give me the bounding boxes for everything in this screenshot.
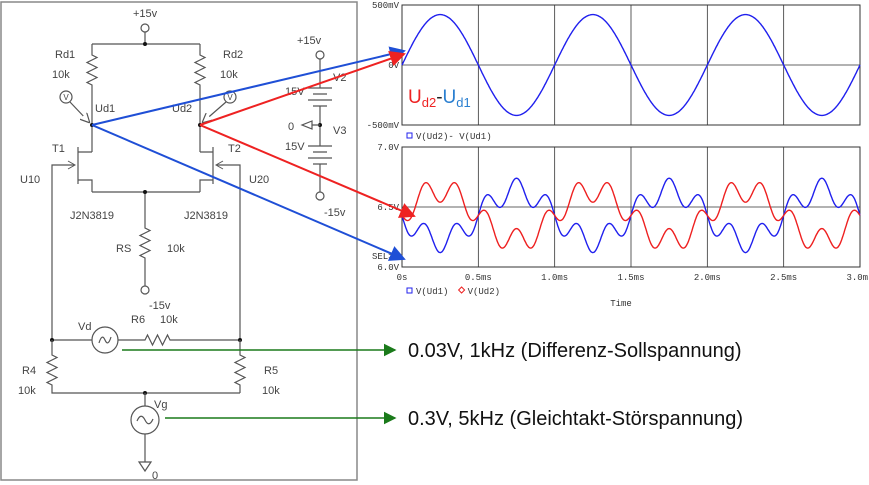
v3-name: V3 xyxy=(333,125,346,137)
sine-icon xyxy=(136,415,154,425)
battery-v2-v3 xyxy=(308,59,332,192)
r6-value: 10k xyxy=(160,314,178,326)
legend-marker-square xyxy=(406,132,413,139)
node-ud2-label: Ud2 xyxy=(172,103,192,115)
r6-name: R6 xyxy=(131,314,145,326)
ground-icon xyxy=(137,461,153,473)
legend-label: V(Ud2)- V(Ud1) xyxy=(416,132,492,142)
gate-arrow-icon xyxy=(67,160,77,170)
x-tick-label: 0.5ms xyxy=(465,273,492,283)
x-tick-label: 2.0ms xyxy=(694,273,721,283)
diff-label-a: U xyxy=(408,87,422,108)
y-tick-label: 7.0V xyxy=(377,143,399,153)
ground-bottom-label: 0 xyxy=(152,470,158,482)
rd2-name: Rd2 xyxy=(223,49,243,61)
arrow-ud1-to-trace xyxy=(91,124,406,261)
rd2-value: 10k xyxy=(220,69,238,81)
y-tick-label: 0V xyxy=(388,61,399,71)
x-axis-label: Time xyxy=(610,299,632,309)
x-tick-label: 0s xyxy=(397,273,408,283)
rs-supply: -15v xyxy=(149,300,171,312)
x-tick-label: 3.0ms xyxy=(846,273,869,283)
u20-label: U20 xyxy=(249,174,269,186)
y-tick-label: 6.0V xyxy=(377,263,399,273)
ground-arrow-icon xyxy=(300,120,320,130)
plot-differential: 500mV 0V -500mV V(Ud2)- V(Ud1) xyxy=(367,1,861,142)
probe-glyph: V xyxy=(63,93,69,102)
t1-name: T1 xyxy=(52,143,65,155)
vg-note: 0.3V, 5kHz (Gleichtakt-Störspannung) xyxy=(408,408,743,430)
junction-dot xyxy=(143,190,147,194)
source-vg-icon xyxy=(130,405,160,435)
t2-name: T2 xyxy=(228,143,241,155)
junction-dot xyxy=(143,42,147,46)
arrow-ud1-to-diff xyxy=(91,46,406,126)
x-tick-label: 2.5ms xyxy=(770,273,797,283)
resistor-r4 xyxy=(45,340,240,394)
schematic-frame xyxy=(0,1,358,481)
voltage-probe-icon xyxy=(59,90,73,104)
arrow-ud2-to-diff xyxy=(199,51,406,126)
series-line-v-ud2-v-ud1- xyxy=(401,13,861,117)
diff-label-b-sub: d1 xyxy=(456,95,470,110)
vg-label: Vg xyxy=(154,399,167,411)
resistor-r5 xyxy=(233,340,247,393)
series-line-v-ud2- xyxy=(401,181,861,249)
rs-name: RS xyxy=(116,243,131,255)
supply-label: +15v xyxy=(133,8,158,20)
diff-label: Ud2-Ud1 xyxy=(408,87,471,110)
x-tick-label: 1.5ms xyxy=(617,273,644,283)
r5-name: R5 xyxy=(264,365,278,377)
t1-model: J2N3819 xyxy=(70,210,114,222)
diff-label-sep: - xyxy=(436,87,442,108)
v2-supply: +15v xyxy=(297,35,322,47)
pointer-arrows xyxy=(91,46,416,425)
jfet-t2 xyxy=(199,147,241,340)
y-tick-label: 6.5V xyxy=(377,203,399,213)
probe-arrow xyxy=(69,101,89,122)
supply-terminal-v3 xyxy=(315,191,325,201)
arrow-ud2-to-trace xyxy=(199,124,416,218)
resistor-rd1 xyxy=(85,44,99,152)
vd-label: Vd xyxy=(78,321,91,333)
v3-supply: -15v xyxy=(324,207,346,219)
node-ud1-label: Ud1 xyxy=(95,103,115,115)
rs-value: 10k xyxy=(167,243,185,255)
diff-label-a-sub: d2 xyxy=(422,95,436,110)
resistor-rd2 xyxy=(193,44,207,152)
x-tick-label: 1.0ms xyxy=(541,273,568,283)
legend-marker-diamond xyxy=(457,286,466,294)
schematic: V V +15v Rd1 10k xyxy=(18,8,346,482)
rd1-name: Rd1 xyxy=(55,49,75,61)
probe-glyph: V xyxy=(227,93,233,102)
resistor-r6 xyxy=(52,333,240,347)
probe-arrow xyxy=(203,101,227,122)
legend-marker-square xyxy=(406,287,413,294)
jfet-t1 xyxy=(51,147,93,340)
gate-arrow-icon xyxy=(214,160,224,170)
sine-icon xyxy=(98,336,112,344)
ground-mid-label: 0 xyxy=(288,121,294,133)
legend-label: V(Ud2) xyxy=(468,287,500,297)
r4-name: R4 xyxy=(22,365,36,377)
y-tick-label: -500mV xyxy=(367,121,400,131)
sel-marker: SEL>> xyxy=(372,252,399,262)
v3-value: 15V xyxy=(285,141,305,153)
vd-note: 0.03V, 1kHz (Differenz-Sollspannung) xyxy=(408,340,742,362)
voltage-probe-icon xyxy=(223,90,237,104)
supply-terminal-rs xyxy=(140,285,150,295)
legend-label: V(Ud1) xyxy=(416,287,448,297)
diff-label-b: U xyxy=(443,87,457,108)
rd1-value: 10k xyxy=(52,69,70,81)
u10-label: U10 xyxy=(20,174,40,186)
t2-model: J2N3819 xyxy=(184,210,228,222)
y-tick-label: 500mV xyxy=(372,1,400,11)
source-vd-icon xyxy=(91,326,119,354)
r4-value: 10k xyxy=(18,385,36,397)
r5-value: 10k xyxy=(262,385,280,397)
